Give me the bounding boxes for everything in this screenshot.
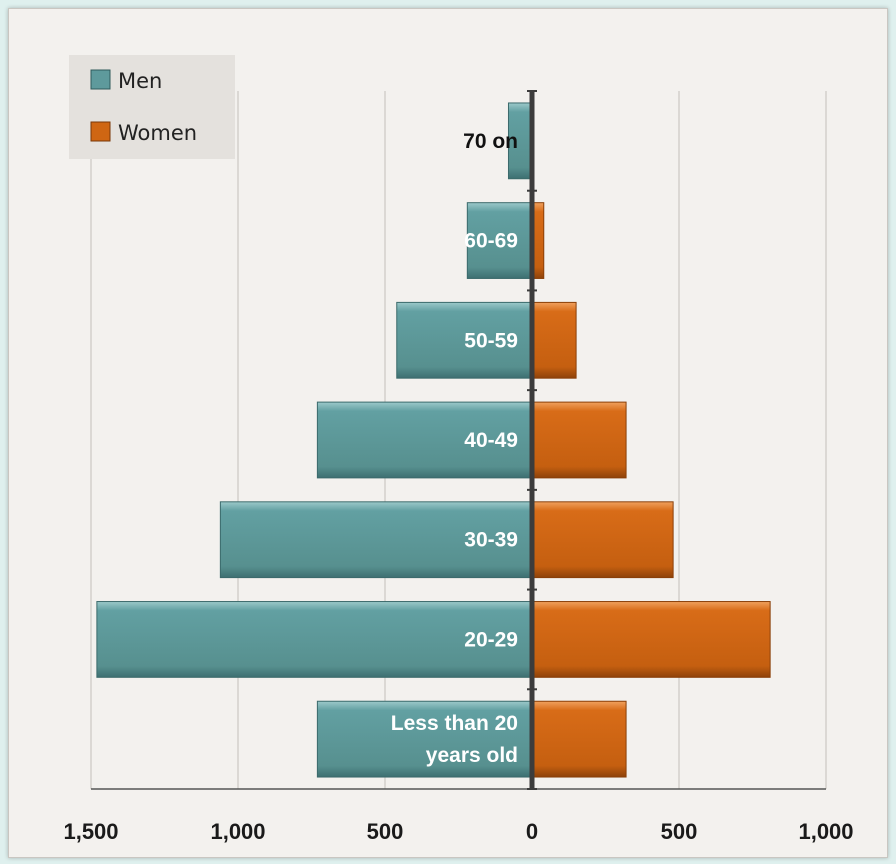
- x-tick-label: 500: [367, 819, 404, 844]
- bar-men: [96, 601, 533, 678]
- bars: [96, 102, 771, 778]
- category-label: 60-69: [464, 230, 518, 253]
- x-tick-label: 1,000: [798, 819, 853, 844]
- population-pyramid-chart: Less than 20 years old 20-29 30-39 40-49 50-5…: [63, 55, 854, 844]
- bar-women: [531, 601, 771, 678]
- category-label-line: years old: [426, 744, 518, 767]
- category-label: 20-29: [464, 628, 518, 651]
- x-tick-label: 0: [526, 819, 538, 844]
- category-label-line: 20-29: [464, 628, 518, 651]
- category-label: 30-39: [464, 529, 518, 552]
- category-label-line: 50-59: [464, 329, 518, 352]
- x-tick-label: 1,500: [63, 819, 118, 844]
- category-label: 70 on: [463, 130, 518, 153]
- bar-men: [396, 301, 533, 379]
- legend-label-men: Men: [118, 69, 162, 93]
- legend: Men Women: [69, 55, 235, 159]
- bar-women: [531, 401, 627, 479]
- chart-frame: Less than 20 years old 20-29 30-39 40-49 50-5…: [8, 8, 888, 858]
- category-labels: Less than 20 years old 20-29 30-39 40-49 50-5…: [391, 130, 518, 767]
- category-label-line: 60-69: [464, 230, 518, 253]
- category-label-line: Less than 20: [391, 712, 518, 735]
- bar-men: [316, 700, 533, 778]
- legend-swatch-women: [90, 121, 111, 142]
- legend-swatch-men: [90, 69, 111, 90]
- axes: [91, 90, 826, 790]
- x-tick-label: 500: [661, 819, 698, 844]
- legend-label-women: Women: [118, 121, 197, 145]
- category-label: 40-49: [464, 429, 518, 452]
- bar-men: [466, 202, 533, 279]
- category-label: Less than 20 years old: [391, 712, 518, 767]
- category-label: 50-59: [464, 329, 518, 352]
- category-label-line: 40-49: [464, 429, 518, 452]
- bar-women: [531, 501, 674, 579]
- category-label-line: 30-39: [464, 529, 518, 552]
- x-tick-label: 1,000: [210, 819, 265, 844]
- bar-women: [531, 301, 577, 379]
- bar-men: [316, 401, 533, 479]
- x-tick-labels: 1,500 1,000 500 0 500 1,000: [63, 819, 853, 844]
- bar-women: [531, 700, 627, 778]
- bar-men: [219, 501, 533, 579]
- category-label-line: 70 on: [463, 130, 518, 153]
